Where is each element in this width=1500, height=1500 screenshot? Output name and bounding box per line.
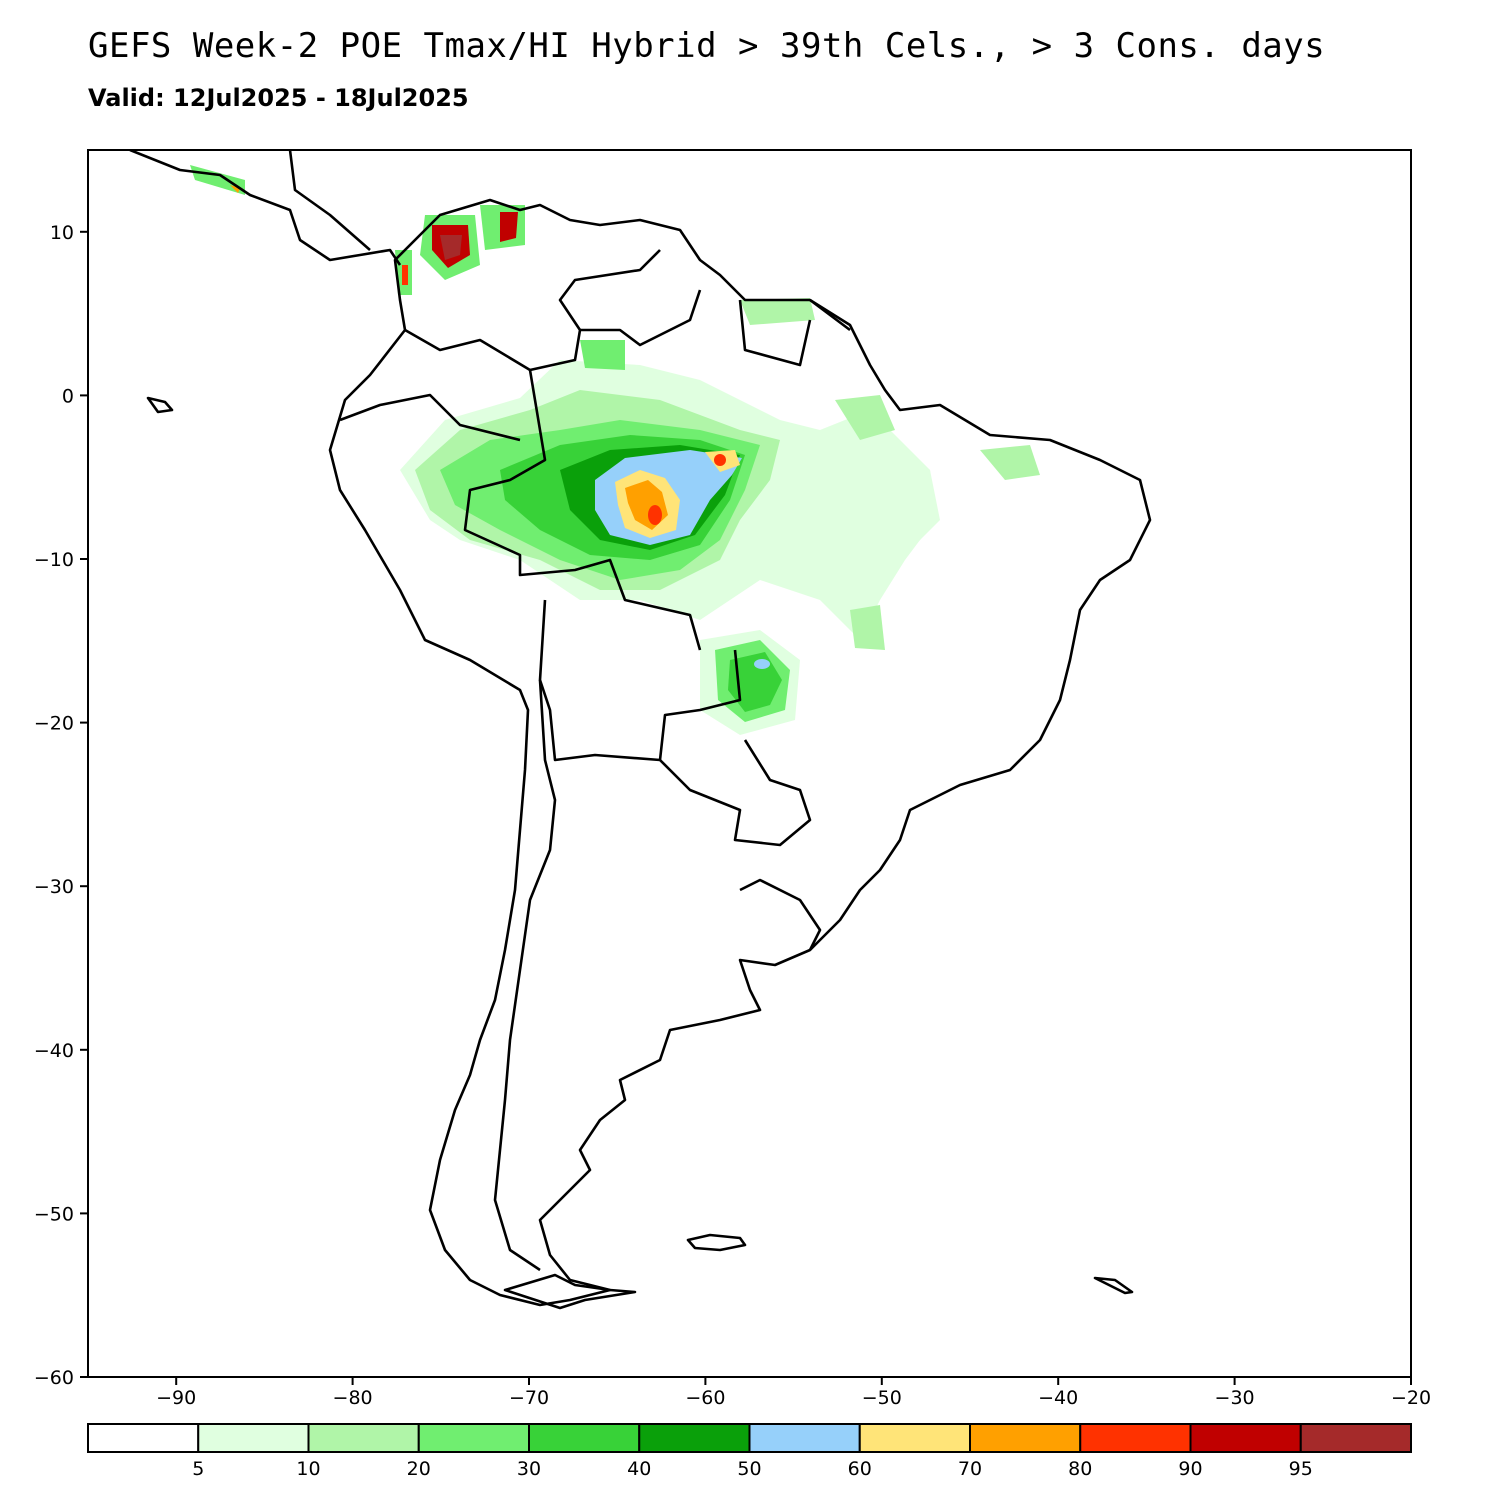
coastline-south-america: [328, 198, 1152, 1307]
colorbar-label: 30: [517, 1458, 541, 1480]
colorbar-swatch: [1299, 1423, 1412, 1453]
x-axis: −90 −80 −70 −60 −50 −40 −30 −20: [156, 1377, 1431, 1409]
colorbar-swatch: [858, 1423, 971, 1453]
border-guianas: [738, 298, 851, 367]
x-tick-label: −40: [1038, 1387, 1078, 1409]
colorbar-label: 90: [1178, 1458, 1202, 1480]
colorbar-label: 60: [848, 1458, 872, 1480]
colorbar: 5 10 20 30 40 50 60 70 80 90 95: [87, 1423, 1412, 1480]
y-tick-label: 0: [62, 385, 74, 407]
y-tick-label: −40: [34, 1040, 74, 1062]
x-tick-label: −60: [685, 1387, 725, 1409]
coastlines: [129, 150, 1152, 1310]
y-tick-label: −10: [34, 549, 74, 571]
colorbar-swatch: [197, 1423, 310, 1453]
coastline-south-georgia: [1093, 1276, 1134, 1295]
y-tick-label: −60: [34, 1367, 74, 1389]
x-tick-label: −80: [333, 1387, 373, 1409]
border-uruguay: [739, 878, 822, 951]
colorbar-label: 10: [296, 1458, 320, 1480]
map-title: GEFS Week-2 POE Tmax/HI Hybrid > 39th Ce…: [88, 26, 1326, 66]
colorbar-label: 80: [1068, 1458, 1092, 1480]
y-tick-label: −20: [34, 713, 74, 735]
x-tick-label: −90: [156, 1387, 196, 1409]
coastline-central-america: [129, 150, 402, 266]
coastline-falklands: [686, 1233, 747, 1252]
y-axis: 10 0 −10 −20 −30 −40 −50 −60: [34, 222, 88, 1389]
border-argentina-chile: [493, 679, 557, 1272]
y-tick-label: −50: [34, 1203, 74, 1225]
colorbar-swatch: [307, 1423, 420, 1453]
probability-shading: [190, 165, 1040, 735]
colorbar-swatch: [1079, 1423, 1192, 1453]
border-venezuela: [580, 289, 702, 347]
colorbar-label: 5: [192, 1458, 204, 1480]
x-tick-label: −20: [1391, 1387, 1431, 1409]
x-tick-label: −30: [1215, 1387, 1255, 1409]
valid-date-range: Valid: 12Jul2025 - 18Jul2025: [88, 84, 469, 112]
coastline-galapagos: [146, 396, 174, 414]
colorbar-swatch: [528, 1423, 641, 1453]
y-tick-label: 10: [50, 222, 74, 244]
border-peru-brazil: [463, 369, 702, 651]
colorbar-swatch: [638, 1423, 751, 1453]
colorbar-swatch: [748, 1423, 861, 1453]
border-colombia: [404, 249, 661, 372]
colorbar-swatch: [969, 1423, 1082, 1453]
colorbar-swatch: [1189, 1423, 1302, 1453]
shade-ne-brazil: [820, 430, 940, 560]
x-tick-label: −50: [862, 1387, 902, 1409]
colorbar-label: 70: [958, 1458, 982, 1480]
y-tick-label: −30: [34, 876, 74, 898]
coastline-tierra-del-fuego: [503, 1273, 637, 1310]
colorbar-label: 40: [627, 1458, 651, 1480]
border-bolivia: [538, 599, 742, 762]
border-paraguay: [659, 739, 812, 847]
colorbar-swatch: [417, 1423, 530, 1453]
shade-90-amazon: [648, 505, 662, 525]
shade-pantanal-40: [728, 652, 782, 712]
shade-guianas: [740, 298, 815, 325]
colorbar-label: 95: [1289, 1458, 1313, 1480]
colorbar-label: 50: [737, 1458, 761, 1480]
x-tick-label: −70: [509, 1387, 549, 1409]
colorbar-swatch: [87, 1423, 200, 1453]
plot-frame: [87, 149, 1412, 1378]
border-ecuador: [339, 393, 521, 442]
colorbar-label: 20: [407, 1458, 431, 1480]
